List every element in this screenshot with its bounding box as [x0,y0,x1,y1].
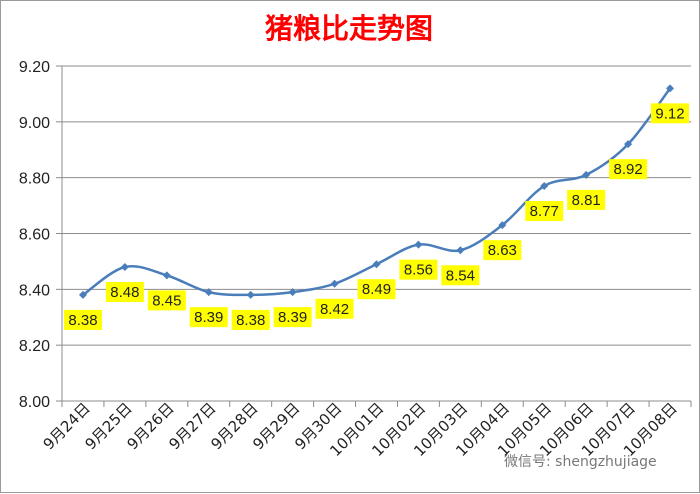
data-label: 8.56 [399,259,438,280]
data-label-box [651,103,690,124]
data-labels: 8.38 8.48 8.45 8.39 8.38 8.39 8.42 8.49 8.56 8.54… [63,103,690,330]
data-point [204,288,213,297]
y-tick-label: 8.00 [19,394,50,411]
y-tick-label: 8.60 [19,227,50,244]
data-point [162,271,171,280]
data-label-text: 8.54 [446,267,475,284]
data-label-text: 8.56 [404,262,433,279]
data-point [246,290,255,299]
data-label-text: 8.39 [194,309,223,326]
data-label-box [441,265,480,286]
data-label: 8.81 [567,189,606,210]
data-label: 8.63 [483,240,522,261]
data-label: 8.77 [525,201,564,222]
data-label: 8.92 [609,159,648,180]
data-label-text: 8.81 [572,192,601,209]
data-point [288,288,297,297]
data-point [78,290,87,299]
y-tick-label: 8.80 [19,171,50,188]
data-point [456,246,465,255]
data-label-box [483,240,522,261]
watermark: 微信号: shengzhujiage [504,454,657,470]
y-tick-label: 8.40 [19,282,50,299]
data-point [372,260,381,269]
y-tick-label: 9.20 [19,59,50,76]
data-label-text: 9.12 [655,105,684,122]
data-label-box [273,307,312,328]
data-label-box [315,298,354,319]
data-label: 9.12 [651,103,690,124]
y-axis-ticks: 8.00 8.20 8.40 8.60 8.80 9.00 9.20 [19,59,50,411]
data-label-text: 8.48 [110,284,139,301]
y-tick-label: 8.20 [19,338,50,355]
data-label-text: 8.63 [488,242,517,259]
y-tick-label: 9.00 [19,115,50,132]
data-label-box [147,290,186,311]
data-label-text: 8.39 [278,309,307,326]
x-axis-ticks: 9月24日9月25日9月26日9月27日9月28日9月29日9月30日10月01… [40,399,681,460]
gridlines [62,65,691,346]
data-label: 8.38 [231,309,270,330]
axes [56,65,692,407]
data-point [414,240,423,249]
data-label-box [189,307,228,328]
chart-title: 猪粮比走势图 [265,12,433,45]
data-point [582,170,591,179]
data-label: 8.42 [315,298,354,319]
data-label-box [231,309,270,330]
data-point [666,84,675,93]
data-label: 8.45 [147,290,186,311]
data-label: 8.54 [441,265,480,286]
data-point [498,221,507,230]
data-label-box [609,159,648,180]
data-label: 8.48 [105,282,144,302]
data-point [330,279,339,288]
data-label-text: 8.92 [613,161,642,178]
data-label: 8.39 [273,307,312,328]
data-label-text: 8.42 [320,301,349,318]
data-label-text: 8.38 [236,312,265,329]
data-label: 8.39 [189,307,228,328]
data-label-box [357,279,396,300]
data-label-text: 8.38 [68,312,97,329]
series-line-group [78,84,675,299]
data-point [120,263,129,271]
data-point [540,182,549,191]
data-label: 8.38 [63,309,102,330]
data-label-text: 8.49 [362,281,391,298]
data-label-text: 8.45 [152,292,181,309]
data-point [624,140,633,149]
data-label-box [105,282,144,302]
data-label-text: 8.77 [530,203,559,220]
data-label-box [567,189,606,210]
data-label-box [525,201,564,222]
data-label-box [399,259,438,280]
data-label-box [63,309,102,330]
data-label: 8.49 [357,279,396,300]
